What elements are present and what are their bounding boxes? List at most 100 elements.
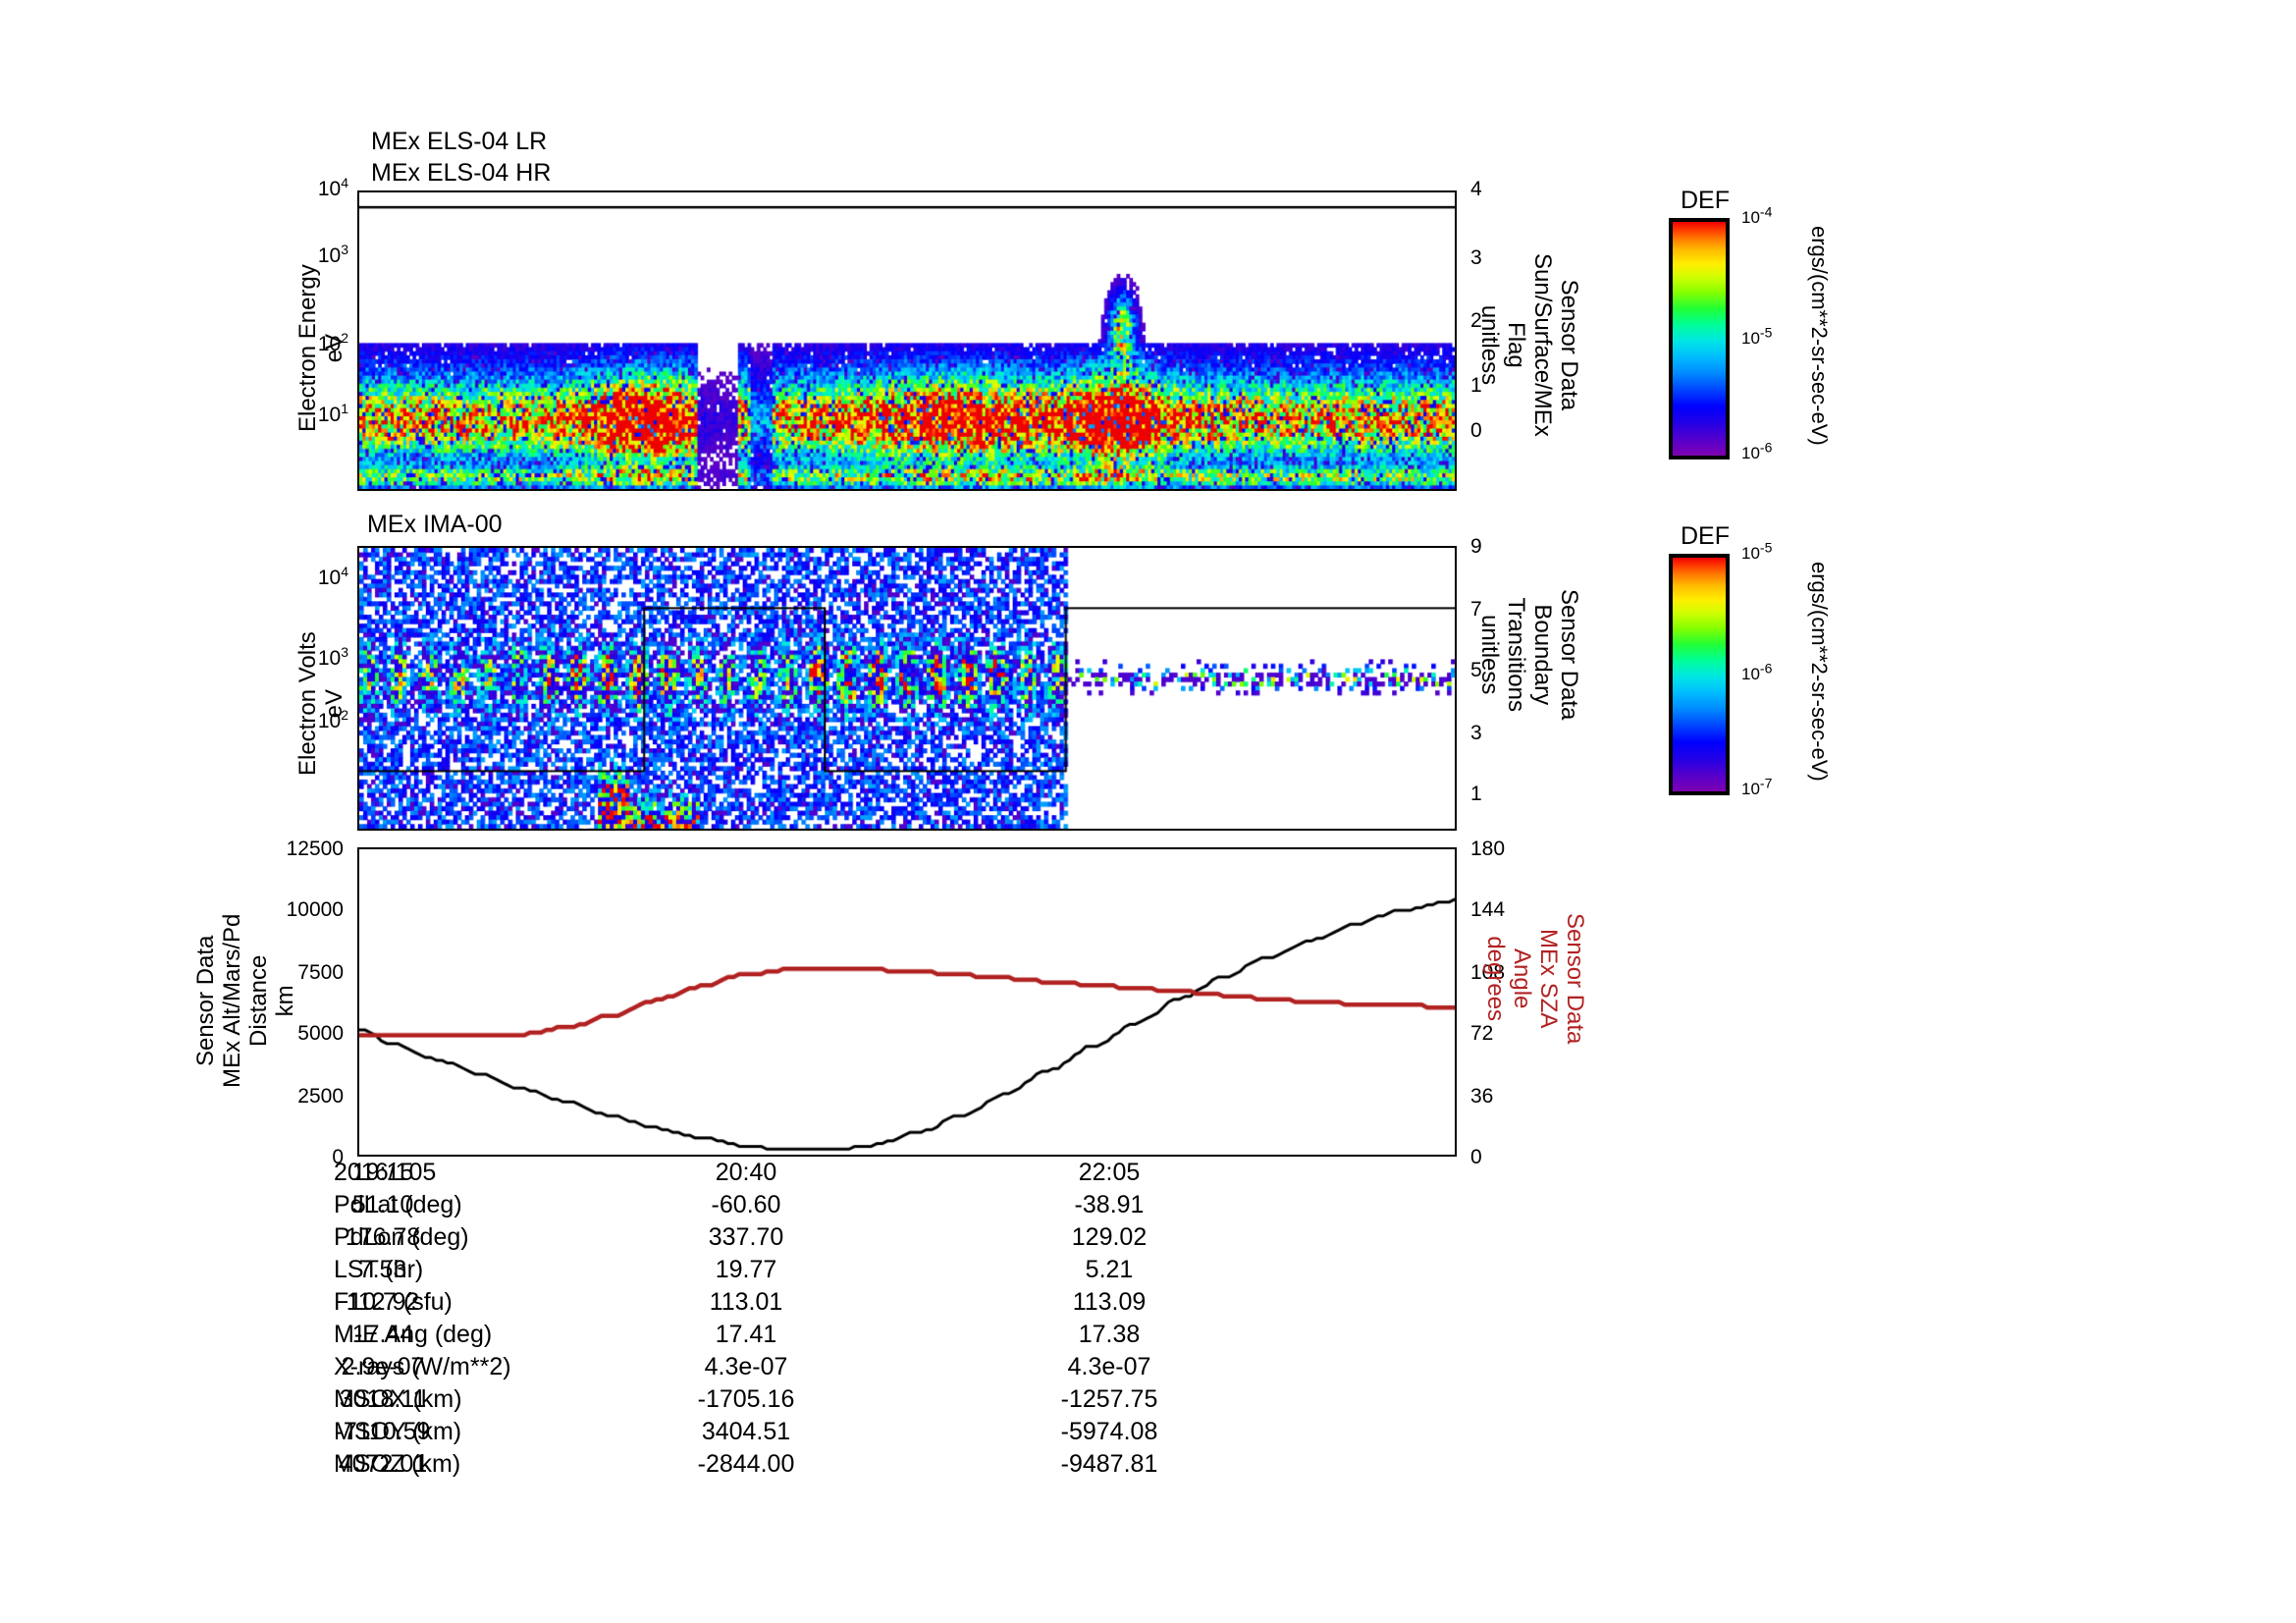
- panel1-right-axis-title: Sensor Data Sun/Surface/MEx Flag unitles…: [1476, 253, 1582, 437]
- panel1-ytick-10e2: 102: [317, 330, 348, 355]
- info-row-value: 51.10: [351, 1191, 414, 1218]
- panel2-right-axis-line-3: unitless: [1476, 615, 1503, 695]
- panel1-ytick-10e3: 103: [317, 242, 348, 267]
- panel1-right-axis-line-1: Sun/Surface/MEx: [1529, 253, 1556, 437]
- panel2-title: MEx IMA-00: [367, 511, 503, 538]
- info-row-value: 20:40: [715, 1159, 777, 1186]
- panel2-right-axis-line-2: Transitions: [1503, 597, 1529, 712]
- panel1-ytick-10e1: 101: [317, 401, 348, 426]
- panel1-right-axis-line-2: Flag: [1503, 322, 1529, 368]
- panel3-right-axis-line-2: Angle: [1509, 948, 1535, 1009]
- info-row-value: -38.91: [1074, 1191, 1145, 1218]
- panel3-rtick-108: 108: [1470, 961, 1506, 984]
- panel1-spectrogram[interactable]: [357, 190, 1457, 491]
- info-row-value: 3018.11: [339, 1385, 427, 1413]
- info-row-value: -5974.08: [1060, 1418, 1158, 1445]
- panel1-heatmap-canvas: [359, 192, 1455, 489]
- info-table-row: F10.7 (sfu) 112.92 113.01 113.09: [0, 1286, 2296, 1319]
- panel2-rtick-1: 1: [1470, 783, 1482, 805]
- panel3-ytick-10000: 10000: [286, 898, 344, 921]
- info-row-value: -9487.81: [1060, 1450, 1158, 1478]
- panel3-lines-canvas: [359, 849, 1455, 1155]
- colorbar-1-unit-label: ergs/(cm**2-sr-sec-eV): [1807, 226, 1832, 446]
- panel3-rtick-180: 180: [1470, 838, 1506, 860]
- colorbar-2-unit-label: ergs/(cm**2-sr-sec-eV): [1807, 562, 1832, 782]
- panel1-rtick-2: 2: [1470, 309, 1482, 332]
- panel3-ytick-2500: 2500: [297, 1085, 344, 1108]
- panel1-right-axis-line-0: Sensor Data: [1556, 279, 1582, 411]
- info-table-row: MSOZ (km) 4072.01 -2844.00 -9487.81: [0, 1448, 2296, 1481]
- info-table-row: LST (hr) 7.53 19.77 5.21: [0, 1254, 2296, 1286]
- colorbar-1-tick-top: 10-4: [1741, 203, 1773, 227]
- info-row-value: 337.70: [708, 1223, 784, 1251]
- info-table: 2016/105 19:15 20:40 22:05 PdLat (deg) 51.10-…: [0, 1157, 2296, 1481]
- panel2-rtick-7: 7: [1470, 598, 1482, 621]
- panel2-ytick-10e4: 104: [317, 564, 348, 589]
- info-table-row: X-rays (W/m**2) 2.9e-07 4.3e-07 4.3e-07: [0, 1351, 2296, 1383]
- panel3-left-axis-line-1: MEx Alt/Mars/Pd: [219, 913, 245, 1088]
- info-row-value: 4.3e-07: [704, 1353, 788, 1380]
- panel2-right-axis-line-1: Boundary: [1529, 604, 1556, 706]
- info-row-value: 19.77: [715, 1256, 777, 1283]
- colorbar-2-title: DEF: [1681, 522, 1730, 550]
- info-row-value: 4.3e-07: [1067, 1353, 1151, 1380]
- info-row-value: 113.01: [709, 1288, 783, 1316]
- info-row-value: 17.38: [1078, 1321, 1141, 1348]
- colorbar-2-tick-bottom: 10-7: [1741, 775, 1773, 798]
- panel2-rtick-9: 9: [1470, 535, 1482, 558]
- info-row-value: 129.02: [1071, 1223, 1148, 1251]
- panel3-left-axis-title: Sensor Data MEx Alt/Mars/Pd Distance km: [192, 914, 298, 1088]
- panel3-ytick-7500: 7500: [297, 961, 344, 984]
- panel2-ytick-10e2: 102: [317, 707, 348, 732]
- info-row-value: 22:05: [1078, 1159, 1141, 1186]
- info-row-value: 7.53: [358, 1256, 407, 1283]
- info-row-value: -7110.59: [335, 1418, 431, 1445]
- colorbar-2-gradient: [1673, 558, 1726, 791]
- panel2-right-axis-title: Sensor Data Boundary Transitions unitles…: [1476, 589, 1582, 720]
- panel1-right-axis-line-3: unitless: [1476, 304, 1503, 386]
- panel3-ytick-12500: 12500: [286, 838, 344, 860]
- panel3-right-axis-line-3: degrees: [1482, 936, 1509, 1022]
- colorbar-1-tick-mid: 10-5: [1741, 324, 1773, 348]
- info-table-row: 2016/105 19:15 20:40 22:05: [0, 1157, 2296, 1189]
- panel1-rtick-4: 4: [1470, 178, 1482, 200]
- panel3-right-axis-title: Sensor Data MEx SZA Angle degrees: [1482, 913, 1588, 1044]
- colorbar-1: [1669, 218, 1730, 460]
- info-row-value: 113.09: [1072, 1288, 1147, 1316]
- info-row-value: 17.41: [715, 1321, 777, 1348]
- colorbar-2: [1669, 554, 1730, 795]
- info-row-value: -2844.00: [697, 1450, 795, 1478]
- panel2-rtick-5: 5: [1470, 659, 1482, 681]
- panel3-rtick-72: 72: [1470, 1022, 1494, 1045]
- panel3-left-axis-line-0: Sensor Data: [192, 935, 219, 1067]
- panel3-line-plot[interactable]: [357, 847, 1457, 1157]
- info-row-value: -60.60: [711, 1191, 781, 1218]
- panel1-ytick-10e4: 104: [317, 175, 348, 200]
- panel3-right-axis-line-1: MEx SZA: [1535, 929, 1562, 1029]
- info-row-value: 176.78: [345, 1223, 421, 1251]
- info-row-value: 3404.51: [701, 1418, 791, 1445]
- info-table-row: PdLat (deg) 51.10 -60.60 -38.91: [0, 1189, 2296, 1221]
- info-row-value: 17.44: [351, 1321, 414, 1348]
- colorbar-1-gradient: [1673, 222, 1726, 456]
- info-table-row: MSOX (km) 3018.11 -1705.16 -1257.75: [0, 1383, 2296, 1416]
- info-table-row: MSOY (km) -7110.59 3404.51 -5974.08: [0, 1416, 2296, 1448]
- panel2-right-axis-line-0: Sensor Data: [1556, 589, 1582, 721]
- info-row-value: 4072.01: [338, 1450, 428, 1478]
- panel3-right-axis-line-0: Sensor Data: [1562, 913, 1588, 1045]
- panel1-title-lr: MEx ELS-04 LR: [371, 128, 548, 155]
- panel1-rtick-1: 1: [1470, 374, 1482, 397]
- colorbar-2-tick-top: 10-5: [1741, 539, 1773, 563]
- info-row-value: -1257.75: [1060, 1385, 1158, 1413]
- info-row-value: 2.9e-07: [341, 1353, 425, 1380]
- panel2-spectrogram[interactable]: [357, 546, 1457, 831]
- panel2-heatmap-canvas: [359, 548, 1455, 829]
- panel3-rtick-144: 144: [1470, 898, 1506, 921]
- info-table-row: M-E Ang (deg) 17.44 17.41 17.38: [0, 1319, 2296, 1351]
- colorbar-2-tick-mid: 10-6: [1741, 660, 1773, 683]
- panel1-rtick-0: 0: [1470, 419, 1482, 442]
- panel3-left-axis-line-3: km: [272, 985, 298, 1017]
- info-row-value: -1705.16: [697, 1385, 795, 1413]
- panel1-title-hr: MEx ELS-04 HR: [371, 159, 552, 187]
- panel2-rtick-3: 3: [1470, 722, 1482, 744]
